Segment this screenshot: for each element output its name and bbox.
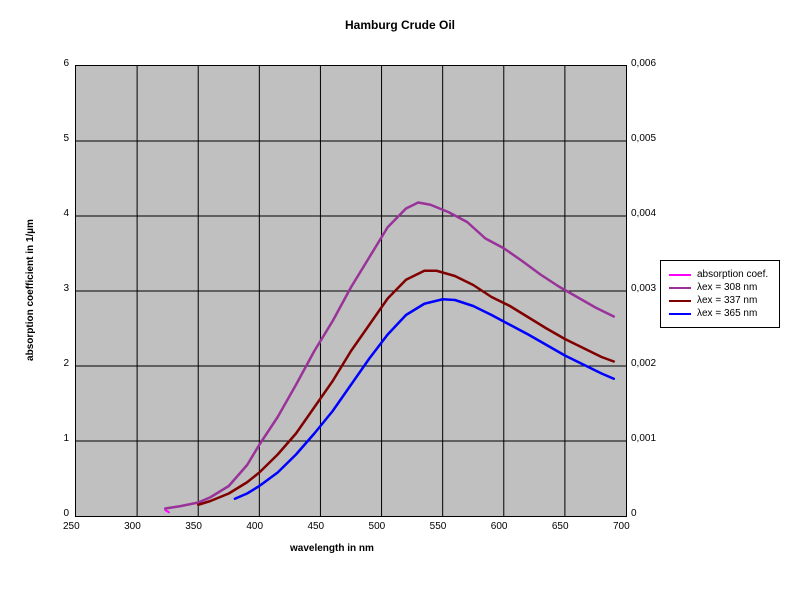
legend-label: absorption coef. xyxy=(697,269,768,280)
y-right-tick-label: 0,005 xyxy=(631,133,656,144)
y-right-tick-label: 0 xyxy=(631,508,637,519)
series-line xyxy=(165,510,169,512)
x-tick-label: 250 xyxy=(63,521,80,532)
y-left-tick-label: 0 xyxy=(63,508,69,519)
legend-item: absorption coef. xyxy=(669,269,771,280)
y-left-tick-label: 5 xyxy=(63,133,69,144)
legend-item: λex = 308 nm xyxy=(669,282,771,293)
y-right-tick-label: 0,004 xyxy=(631,208,656,219)
x-tick-label: 550 xyxy=(430,521,447,532)
y-right-tick-label: 0,002 xyxy=(631,358,656,369)
x-axis-label: wavelength in nm xyxy=(290,543,374,554)
chart-container: Hamburg Crude Oil wavelength in nm absor… xyxy=(0,0,800,600)
y-right-tick-label: 0,003 xyxy=(631,283,656,294)
y-right-tick-label: 0,006 xyxy=(631,58,656,69)
x-tick-label: 350 xyxy=(185,521,202,532)
y-left-tick-label: 4 xyxy=(63,208,69,219)
legend-swatch xyxy=(669,287,691,289)
legend-label: λex = 308 nm xyxy=(697,282,757,293)
x-tick-label: 450 xyxy=(307,521,324,532)
x-tick-label: 600 xyxy=(491,521,508,532)
data-series xyxy=(76,66,626,516)
plot-area xyxy=(75,65,627,517)
y-left-tick-label: 3 xyxy=(63,283,69,294)
y-right-axis-label: fluorescence (relative to:"NIGERIAN LIGH… xyxy=(669,0,680,65)
legend-swatch xyxy=(669,274,691,276)
y-left-axis-label: absorption coefficient in 1/µm xyxy=(25,65,36,515)
y-left-tick-label: 1 xyxy=(63,433,69,444)
x-tick-label: 650 xyxy=(552,521,569,532)
legend-label: λex = 337 nm xyxy=(697,295,757,306)
series-line xyxy=(165,203,614,509)
x-tick-label: 300 xyxy=(124,521,141,532)
legend-swatch xyxy=(669,300,691,302)
x-tick-label: 400 xyxy=(246,521,263,532)
legend: absorption coef. λex = 308 nm λex = 337 nm… xyxy=(660,260,780,328)
chart-title: Hamburg Crude Oil xyxy=(0,18,800,32)
y-right-tick-label: 0,001 xyxy=(631,433,656,444)
legend-item: λex = 337 nm xyxy=(669,295,771,306)
series-line xyxy=(235,299,614,499)
x-tick-label: 700 xyxy=(613,521,630,532)
y-left-tick-label: 2 xyxy=(63,358,69,369)
legend-swatch xyxy=(669,313,691,315)
y-left-tick-label: 6 xyxy=(63,58,69,69)
series-line xyxy=(198,271,614,505)
legend-item: λex = 365 nm xyxy=(669,308,771,319)
x-tick-label: 500 xyxy=(369,521,386,532)
legend-label: λex = 365 nm xyxy=(697,308,757,319)
